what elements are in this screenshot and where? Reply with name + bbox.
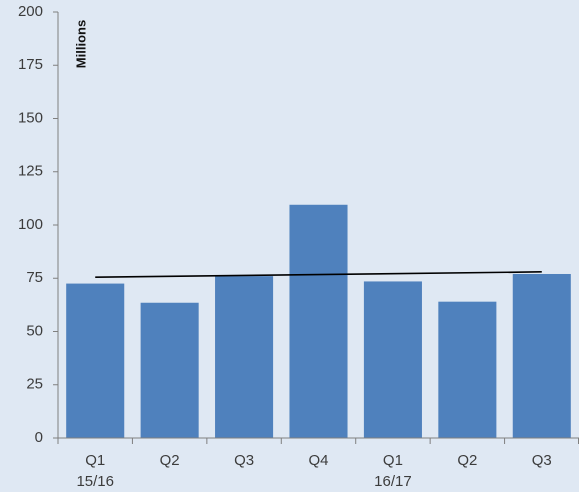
y-tick-label: 175 [18, 56, 43, 73]
x-tick-label: Q2 [457, 452, 477, 469]
x-tick-label: Q3 [532, 452, 552, 469]
y-tick-label: 50 [26, 322, 43, 339]
bar [66, 283, 125, 438]
x-axis: Q1 15/16 Q2 Q3 Q4 Q1 16/17 Q2 Q3 [57, 437, 579, 490]
x-tick-label: Q2 [160, 452, 180, 469]
x-tick-sublabel: 15/16 [76, 473, 114, 490]
y-tick-label: 100 [18, 216, 43, 233]
y-tick-label: 75 [26, 269, 43, 286]
x-tick-label: Q1 [383, 452, 403, 469]
trendline [95, 271, 542, 278]
x-tick-label: Q1 [85, 452, 105, 469]
x-tick-label: Q3 [234, 452, 254, 469]
y-tick-label: 25 [26, 376, 43, 393]
y-axis-label: Millions [73, 20, 88, 68]
bar [215, 276, 274, 438]
y-axis: 0 25 50 75 100 125 150 175 200 [18, 3, 59, 446]
bar [512, 273, 571, 438]
bar [289, 204, 348, 438]
y-tick-label: 200 [18, 3, 43, 20]
x-tick-sublabel: 16/17 [374, 473, 412, 490]
bar [438, 301, 497, 438]
y-tick-label: 0 [35, 429, 43, 446]
trendline-group [95, 271, 542, 278]
bar [363, 281, 422, 438]
bars [66, 204, 571, 438]
x-tick-label: Q4 [308, 452, 328, 469]
y-tick-label: 150 [18, 109, 43, 126]
bar [140, 302, 199, 438]
y-tick-label: 125 [18, 163, 43, 180]
